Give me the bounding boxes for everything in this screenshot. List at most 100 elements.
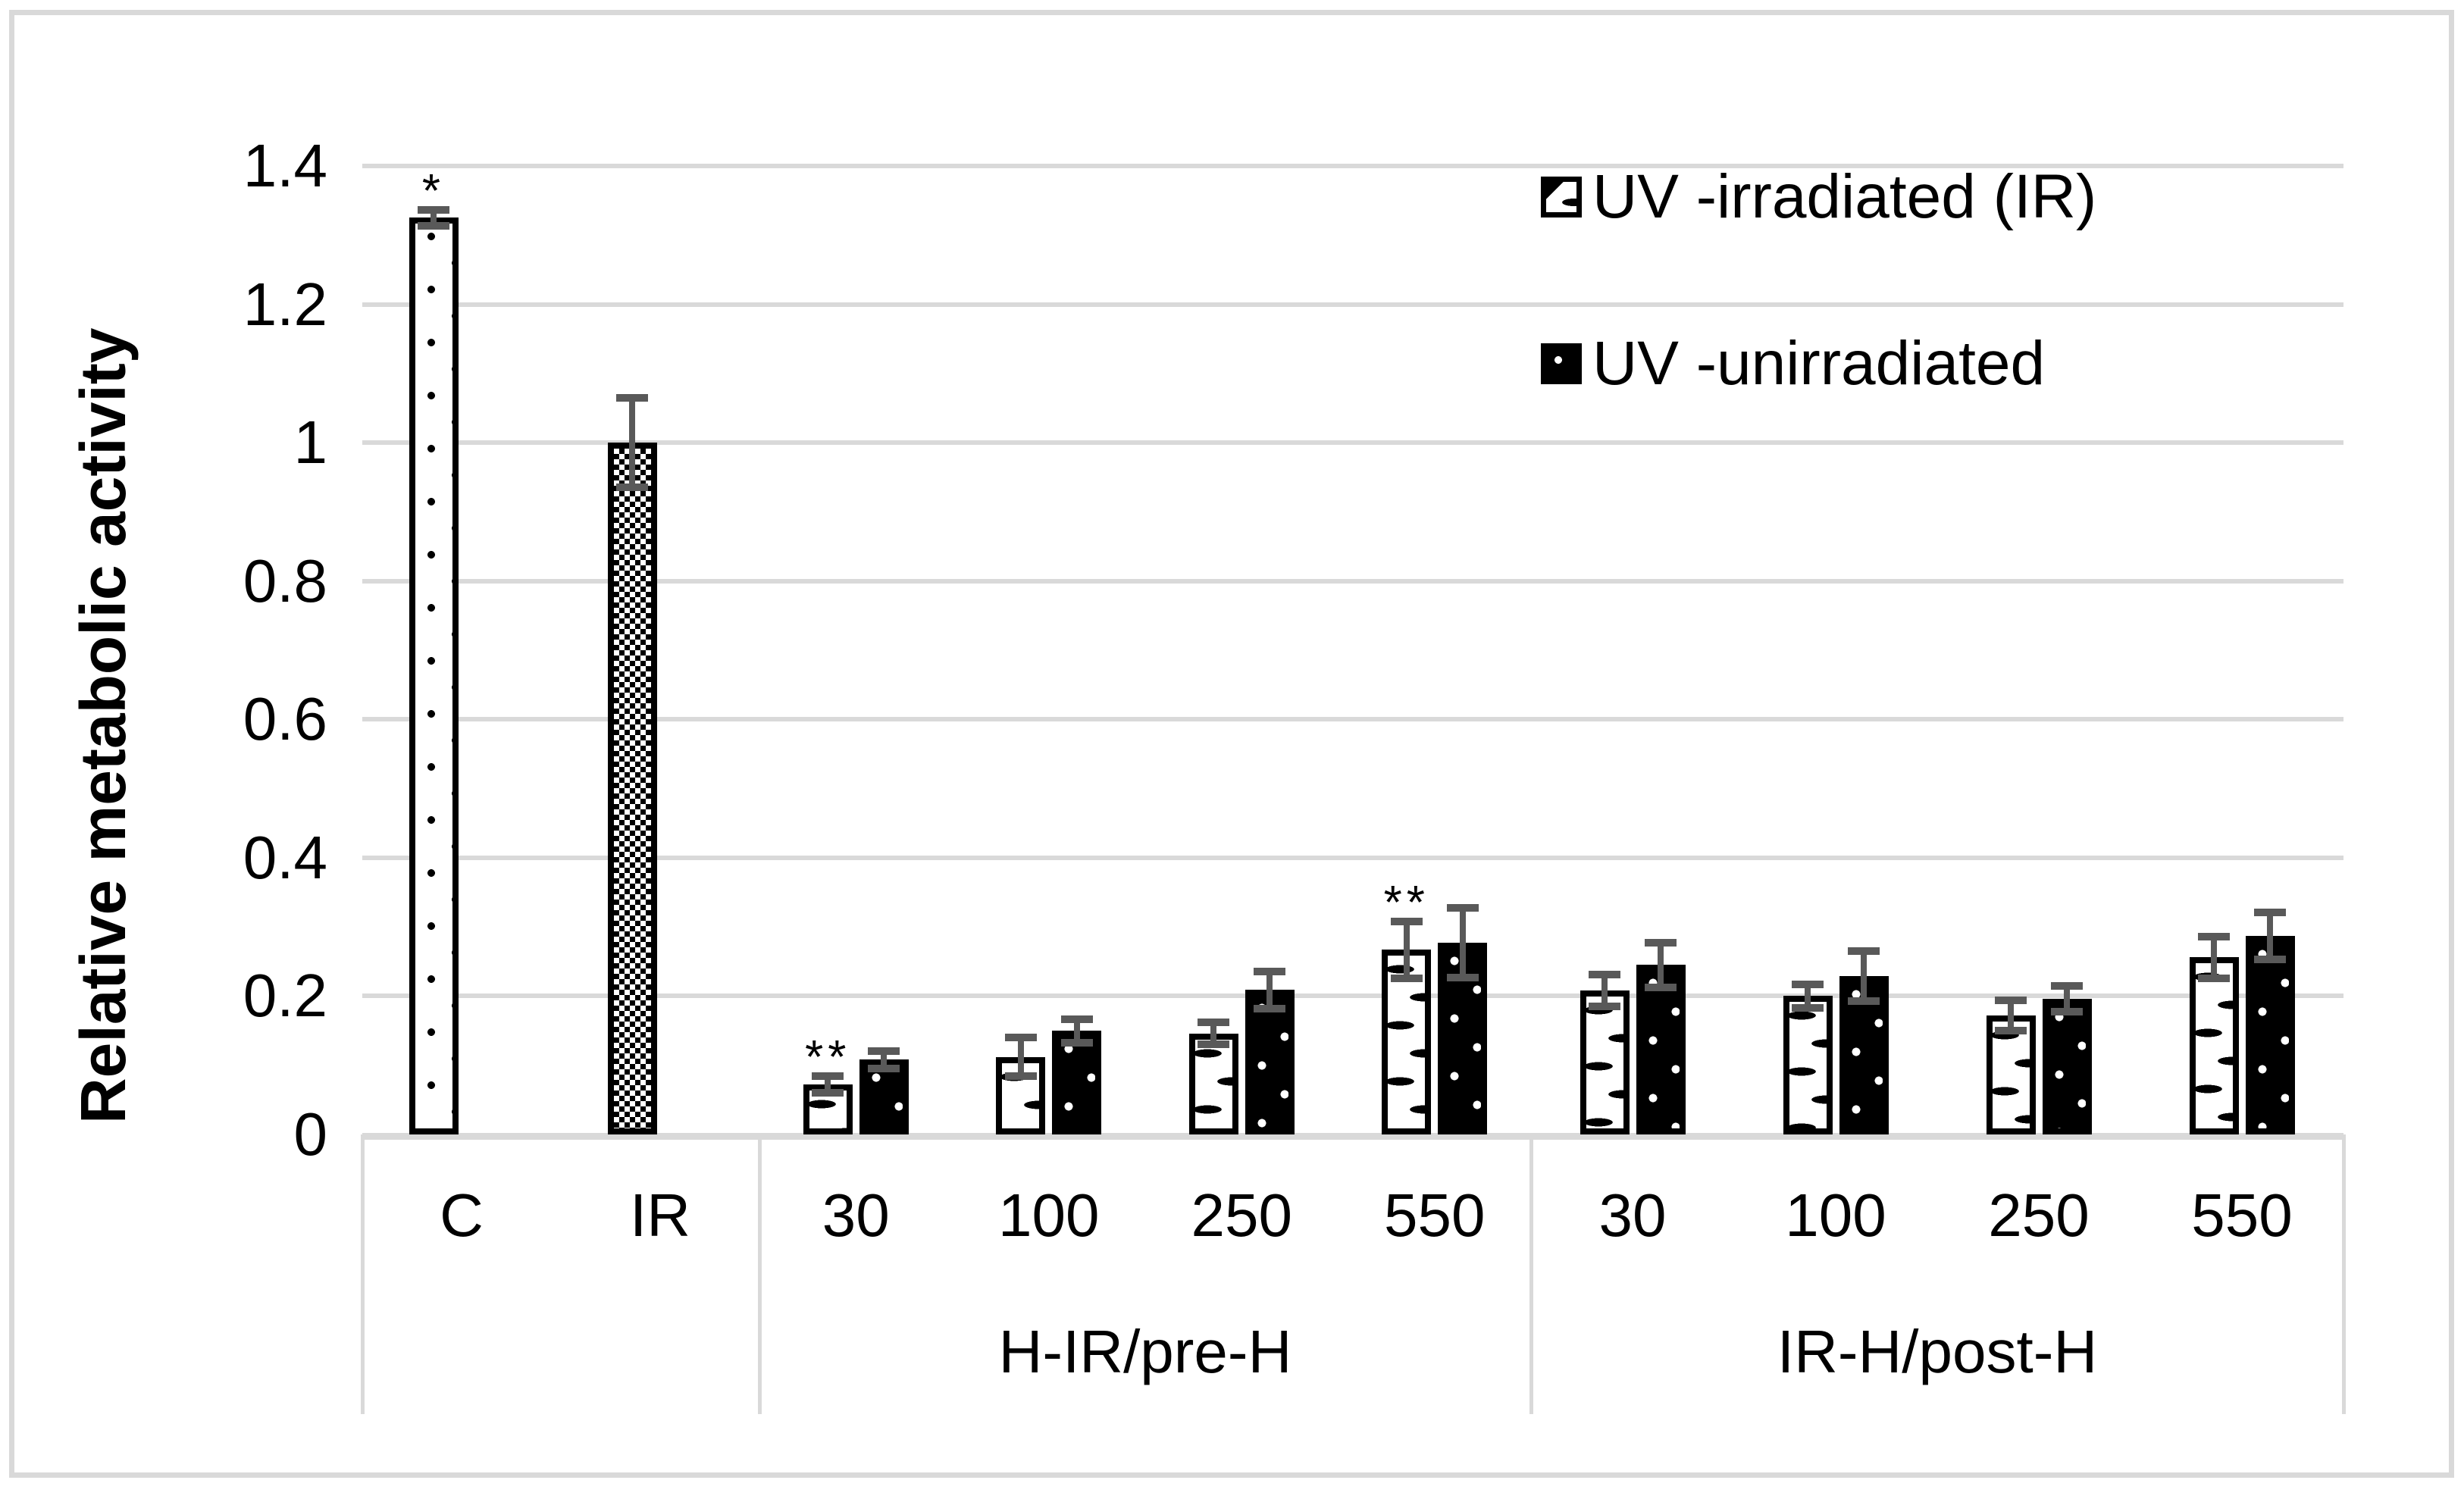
y-tick-label: 0.2 (243, 962, 327, 1030)
y-tick-label: 1 (293, 408, 328, 477)
error-bar-bottom-cap (2254, 956, 2286, 964)
error-bar-top-cap (868, 1047, 900, 1055)
gridline (362, 855, 2343, 860)
bar (1382, 950, 1432, 1134)
axis-divider (361, 1134, 365, 1414)
bar (1986, 1015, 2036, 1134)
gridline (362, 994, 2343, 999)
x-tick-label: 250 (1191, 1181, 1292, 1249)
error-bar-top-cap (1390, 917, 1423, 925)
x-axis-group-label: IR-H/post-H (1777, 1318, 2098, 1385)
error-bar-top-cap (1645, 939, 1677, 947)
error-bar-stem (629, 397, 635, 488)
error-bar-bottom-cap (1848, 997, 1880, 1005)
error-bar-top-cap (1254, 967, 1286, 975)
significance-annotation: * (421, 164, 446, 217)
error-bar-stem (1861, 951, 1867, 1001)
axis-divider (2342, 1134, 2346, 1414)
error-bar-stem (1017, 1037, 1024, 1077)
legend-label-irradiated: UV -irradiated (IR) (1592, 162, 2097, 231)
axis-divider (1529, 1134, 1533, 1414)
error-bar-bottom-cap (1446, 973, 1479, 981)
error-bar-bottom-cap (2051, 1008, 2083, 1016)
legend-swatch-irradiated-icon (1541, 177, 1582, 217)
x-tick-label: 550 (1384, 1181, 1486, 1249)
error-bar-top-cap (1792, 980, 1824, 988)
bar (1052, 1031, 1102, 1134)
error-bar-bottom-cap (1060, 1038, 1093, 1047)
error-bar-top-cap (1995, 996, 2027, 1004)
error-bar-bottom-cap (2198, 974, 2230, 982)
gridline (362, 302, 2343, 307)
error-bar-bottom-cap (1390, 974, 1423, 982)
gridline (362, 717, 2343, 722)
y-tick-label: 0.6 (243, 685, 327, 753)
error-bar-stem (1805, 984, 1811, 1008)
error-bar-stem (2211, 936, 2217, 978)
error-bar-top-cap (1589, 971, 1620, 979)
x-tick-label: 250 (1988, 1181, 2090, 1249)
error-bar-bottom-cap (1198, 1040, 1230, 1049)
error-bar-stem (1210, 1022, 1217, 1045)
legend-item-unirradiated: UV -unirradiated (1541, 330, 2096, 398)
error-bar-stem (1403, 921, 1410, 978)
error-bar-stem (1073, 1019, 1080, 1043)
error-bar-stem (1601, 975, 1608, 1007)
error-bar-top-cap (2198, 932, 2230, 940)
x-tick-label: IR (630, 1181, 690, 1249)
y-tick-label: 0 (293, 1100, 328, 1168)
error-bar-stem (2064, 985, 2070, 1012)
x-tick-label: 30 (822, 1181, 890, 1249)
legend-item-irradiated: UV -irradiated (IR) (1541, 163, 2096, 231)
error-bar-top-cap (418, 205, 449, 214)
error-bar-stem (881, 1050, 888, 1069)
bar (1188, 1033, 1238, 1134)
significance-annotation: ** (1383, 876, 1429, 929)
error-bar-bottom-cap (616, 483, 648, 492)
gridline (362, 440, 2343, 446)
x-tick-label: 30 (1598, 1181, 1667, 1249)
y-tick-label: 1.4 (243, 132, 327, 199)
bar (1839, 975, 1889, 1134)
bar (2042, 999, 2092, 1134)
gridline (362, 164, 2343, 168)
bar (409, 217, 459, 1134)
error-bar-bottom-cap (1004, 1072, 1037, 1081)
x-axis-line (362, 1133, 2343, 1140)
bar (2245, 936, 2295, 1134)
error-bar-top-cap (616, 393, 648, 402)
x-tick-label: 100 (1785, 1181, 1886, 1249)
x-tick-label: 550 (2191, 1181, 2293, 1249)
error-bar-top-cap (1060, 1015, 1093, 1023)
error-bar-top-cap (1446, 904, 1479, 912)
bar (607, 443, 657, 1134)
y-tick-label: 0.8 (243, 546, 327, 615)
error-bar-bottom-cap (1792, 1003, 1824, 1012)
error-bar-stem (2267, 912, 2273, 960)
error-bar-bottom-cap (1254, 1004, 1286, 1012)
error-bar-stem (1459, 908, 1466, 978)
bar (1245, 990, 1295, 1134)
legend-label-unirradiated: UV -unirradiated (1592, 329, 2046, 398)
bar (1636, 965, 1686, 1134)
error-bar-top-cap (1198, 1019, 1230, 1027)
error-bar-top-cap (1004, 1034, 1037, 1042)
y-tick-label: 1.2 (243, 270, 327, 338)
error-bar-stem (430, 209, 437, 227)
x-axis-group-label: H-IR/pre-H (998, 1318, 1292, 1385)
error-bar-bottom-cap (418, 222, 449, 230)
bar (1783, 996, 1833, 1134)
bar (1580, 990, 1630, 1134)
error-bar-top-cap (2051, 981, 2083, 990)
legend-swatch-unirradiated-icon (1541, 343, 1582, 384)
gridline (362, 578, 2343, 584)
error-bar-stem (825, 1076, 831, 1094)
error-bar-bottom-cap (812, 1089, 844, 1097)
bar (2189, 957, 2239, 1134)
error-bar-top-cap (812, 1072, 844, 1081)
legend: UV -irradiated (IR) UV -unirradiated (1541, 163, 2096, 496)
error-bar-bottom-cap (1995, 1027, 2027, 1035)
error-bar-stem (1658, 943, 1664, 987)
y-tick-label: 0.4 (243, 823, 327, 891)
